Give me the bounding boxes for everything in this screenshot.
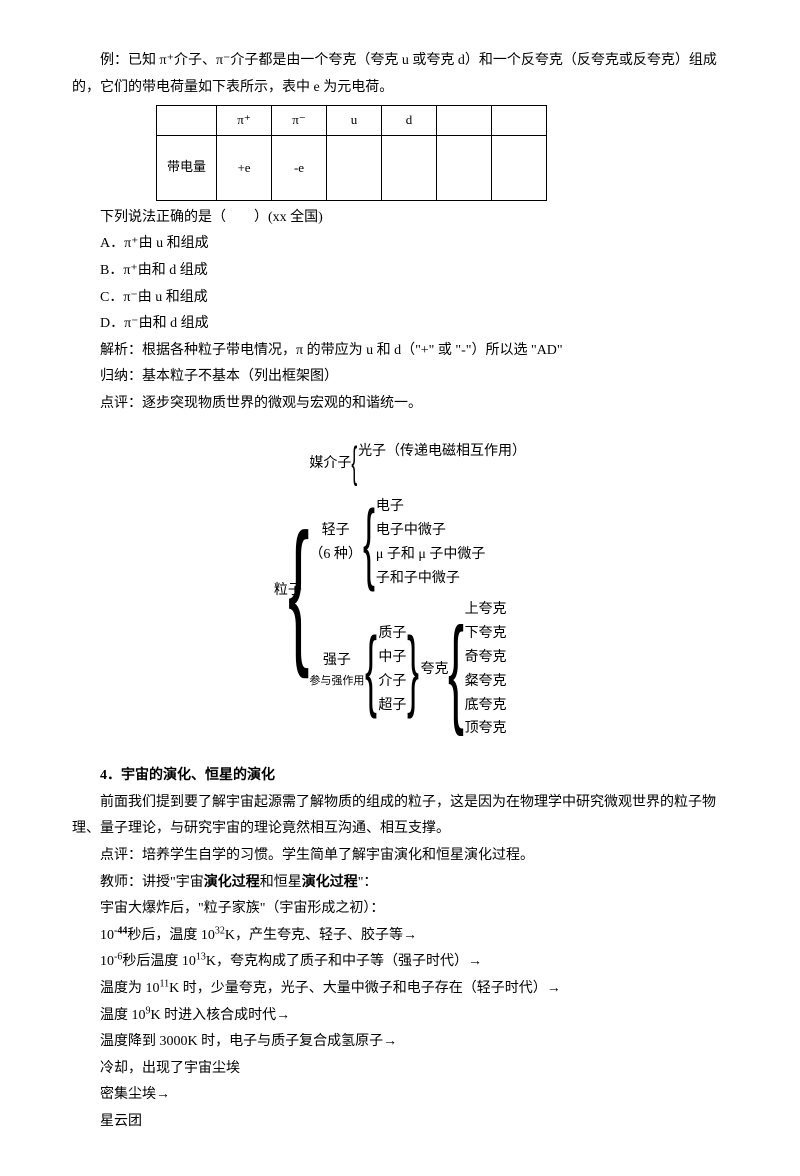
brace-icon: } bbox=[407, 625, 419, 715]
text: 温度 10 bbox=[100, 1008, 146, 1023]
row-label: 带电量 bbox=[157, 135, 217, 200]
text: 温度为 10 bbox=[100, 981, 160, 996]
lepton-1: 电子 bbox=[376, 495, 486, 519]
hadron-4: 超子 bbox=[378, 694, 406, 718]
sec4-p3: 教师：讲授"宇宙演化过程和恒星演化过程"： bbox=[72, 870, 728, 897]
text: 10 bbox=[100, 954, 114, 969]
lepton-4: 子和子中微子 bbox=[376, 567, 486, 591]
diagram-root: 粒子 bbox=[274, 579, 288, 603]
hadron-2: 中子 bbox=[378, 646, 406, 670]
timeline-2: 10-6秒后温度 1013K，夸克构成了质子和中子等（强子时代）→ bbox=[72, 949, 728, 976]
exponent: 13 bbox=[196, 952, 206, 963]
option-a: A．π⁺由 u 和组成 bbox=[72, 231, 728, 258]
quark-3: 奇夸克 bbox=[465, 646, 507, 670]
sec4-p4: 宇宙大爆炸后，"粒子家族"（宇宙形成之初）： bbox=[72, 896, 728, 923]
particle-diagram: 粒子 { 媒介子 { 光子（传递电磁相互作用） 轻子 （6 种） bbox=[72, 436, 728, 746]
text: 秒后温度 10 bbox=[122, 954, 196, 969]
comment-1: 点评：逐步突现物质世界的微观与宏观的和谐统一。 bbox=[72, 391, 728, 418]
text: "： bbox=[358, 875, 378, 890]
th-d: d bbox=[382, 106, 437, 136]
intro-text: 例：已知 π⁺介子、π⁻介子都是由一个夸克（夸克 u 或夸克 d）和一个反夸克（… bbox=[72, 48, 728, 101]
mediator-label: 媒介子 bbox=[309, 452, 351, 476]
exponent: 11 bbox=[160, 978, 170, 989]
hadron-3: 介子 bbox=[378, 670, 406, 694]
brace-icon: { bbox=[449, 610, 465, 730]
hadron-1: 质子 bbox=[378, 622, 406, 646]
option-b: B．π⁺由和 d 组成 bbox=[72, 258, 728, 285]
hadron-label: 强子 bbox=[309, 649, 364, 673]
text: 和恒星 bbox=[260, 875, 302, 890]
sec4-p2: 点评：培养学生自学的习惯。学生简单了解宇宙演化和恒星演化过程。 bbox=[72, 843, 728, 870]
quark-table: π⁺ π⁻ u d 带电量 +e -e bbox=[156, 105, 547, 201]
cell-plus-e: +e bbox=[217, 135, 272, 200]
lepton-2: 电子中微子 bbox=[376, 519, 486, 543]
conclude: 归纳：基本粒子不基本（列出框架图） bbox=[72, 364, 728, 391]
text: K，夸克构成了质子和中子等（强子时代）→ bbox=[206, 954, 482, 969]
option-c: C．π⁻由 u 和组成 bbox=[72, 285, 728, 312]
quark-label: 夸克 bbox=[420, 658, 448, 682]
brace-icon: { bbox=[288, 510, 309, 670]
lepton-label: 轻子 bbox=[309, 519, 362, 543]
brace-icon: { bbox=[365, 625, 377, 715]
timeline-3: 温度为 1011K 时，少量夸克，光子、大量中微子和电子存在（轻子时代）→ bbox=[72, 976, 728, 1003]
brace-icon: { bbox=[352, 441, 358, 485]
bold-text: 演化过程 bbox=[204, 875, 260, 890]
bold-text: 演化过程 bbox=[302, 875, 358, 890]
text: K 时，少量夸克，光子、大量中微子和电子存在（轻子时代）→ bbox=[169, 981, 561, 996]
question-stem: 下列说法正确的是（ ）(xx 全国) bbox=[72, 205, 728, 232]
text: K，产生夸克、轻子、胶子等→ bbox=[225, 928, 417, 943]
text: 秒后，温度 10 bbox=[127, 928, 215, 943]
sec4-p6: 冷却，出现了宇宙尘埃 bbox=[72, 1056, 728, 1083]
lepton-note: （6 种） bbox=[309, 543, 362, 567]
exponent: -44 bbox=[114, 925, 127, 936]
exponent: 32 bbox=[215, 925, 225, 936]
timeline-4: 温度 109K 时进入核合成时代→ bbox=[72, 1003, 728, 1030]
sec4-p7: 密集尘埃→ bbox=[72, 1082, 728, 1109]
cell-minus-e: -e bbox=[272, 135, 327, 200]
option-d: D．π⁻由和 d 组成 bbox=[72, 311, 728, 338]
text: 教师：讲授"宇宙 bbox=[100, 875, 204, 890]
quark-5: 底夸克 bbox=[465, 694, 507, 718]
sec4-p1: 前面我们提到要了解宇宙起源需了解物质的组成的粒子，这是因为在物理学中研究微观世界… bbox=[72, 790, 728, 843]
hadron-note: 参与强作用 bbox=[309, 672, 364, 691]
text: 10 bbox=[100, 928, 114, 943]
document-page: 例：已知 π⁺介子、π⁻介子都是由一个夸克（夸克 u 或夸克 d）和一个反夸克（… bbox=[0, 0, 800, 1176]
quark-1: 上夸克 bbox=[465, 598, 507, 622]
photon: 光子（传递电磁相互作用） bbox=[358, 440, 526, 464]
analysis: 解析：根据各种粒子带电情况，π 的带应为 u 和 d（"+" 或 "-"）所以选… bbox=[72, 338, 728, 365]
th-pi-plus: π⁺ bbox=[217, 106, 272, 136]
th-u: u bbox=[327, 106, 382, 136]
quark-2: 下夸克 bbox=[465, 622, 507, 646]
quark-4: 粲夸克 bbox=[465, 670, 507, 694]
timeline-1: 10-44秒后，温度 1032K，产生夸克、轻子、胶子等→ bbox=[72, 923, 728, 950]
brace-icon: { bbox=[363, 498, 375, 588]
lepton-3: μ 子和 μ 子中微子 bbox=[376, 543, 486, 567]
sec4-p5: 温度降到 3000K 时，电子与质子复合成氢原子→ bbox=[72, 1029, 728, 1056]
table-row: 带电量 +e -e bbox=[157, 135, 547, 200]
th-pi-minus: π⁻ bbox=[272, 106, 327, 136]
quark-6: 顶夸克 bbox=[465, 717, 507, 741]
table-row: π⁺ π⁻ u d bbox=[157, 106, 547, 136]
text: K 时进入核合成时代→ bbox=[151, 1008, 291, 1023]
section-4-title: 4．宇宙的演化、恒星的演化 bbox=[72, 763, 728, 790]
